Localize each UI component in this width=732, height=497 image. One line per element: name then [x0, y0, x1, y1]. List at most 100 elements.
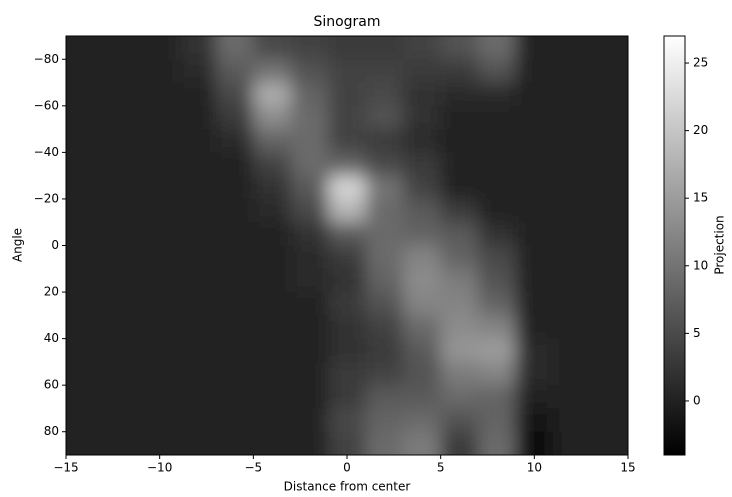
- heatmap-cell: [478, 385, 517, 409]
- heatmap-cell: [553, 408, 592, 433]
- heatmap-cell: [253, 36, 292, 60]
- heatmap-cell: [290, 315, 329, 340]
- heatmap-cell: [515, 431, 554, 455]
- heatmap-cell: [403, 105, 442, 130]
- y-axis-label: Angle: [11, 228, 25, 262]
- heatmap-cell: [215, 222, 254, 246]
- heatmap-cell: [553, 152, 592, 177]
- heatmap-cell: [103, 198, 142, 223]
- y-tick-label: 60: [44, 378, 59, 392]
- heatmap-cell: [515, 268, 554, 293]
- heatmap-cell: [365, 222, 404, 246]
- heatmap-cell: [365, 268, 404, 293]
- y-tick-label: 20: [44, 285, 59, 299]
- heatmap-cell: [215, 361, 254, 386]
- heatmap-cell: [103, 59, 142, 84]
- heatmap-cell: [140, 408, 179, 433]
- heatmap-cell: [66, 129, 104, 153]
- heatmap-cell: [253, 315, 292, 340]
- heatmap-cell: [215, 408, 254, 433]
- heatmap-cell: [403, 338, 442, 363]
- heatmap-cell: [478, 268, 517, 293]
- heatmap-cell: [178, 82, 217, 107]
- heatmap-cell: [590, 245, 628, 270]
- heatmap-cell: [178, 129, 217, 153]
- heatmap-cell: [553, 198, 592, 223]
- heatmap-cell: [590, 338, 628, 363]
- heatmap-cell: [140, 105, 179, 130]
- heatmap-cell: [365, 59, 404, 84]
- heatmap-cell: [178, 59, 217, 84]
- heatmap-cell: [403, 245, 442, 270]
- heatmap-cell: [328, 338, 367, 363]
- heatmap-cell: [215, 431, 254, 455]
- heatmap-cell: [290, 198, 329, 223]
- heatmap-cell: [515, 152, 554, 177]
- heatmap-cell: [478, 59, 517, 84]
- colorbar-tick-label: 20: [693, 123, 708, 137]
- y-tick-label: −60: [34, 98, 59, 112]
- heatmap-cell: [66, 222, 104, 246]
- heatmap-cell: [328, 222, 367, 246]
- heatmap-cell: [328, 198, 367, 223]
- heatmap-cell: [140, 245, 179, 270]
- heatmap-cell: [478, 338, 517, 363]
- heatmap-cell: [140, 59, 179, 84]
- heatmap-cell: [515, 129, 554, 153]
- heatmap-cell: [66, 292, 104, 316]
- heatmap-cell: [253, 245, 292, 270]
- heatmap-cell: [290, 292, 329, 316]
- heatmap-cell: [140, 175, 179, 200]
- heatmap-cell: [590, 292, 628, 316]
- heatmap-cell: [290, 59, 329, 84]
- heatmap-cell: [553, 105, 592, 130]
- heatmap-cell: [253, 105, 292, 130]
- heatmap-cell: [478, 198, 517, 223]
- heatmap-cell: [478, 129, 517, 153]
- heatmap-cell: [478, 105, 517, 130]
- heatmap-cell: [365, 82, 404, 107]
- heatmap-cell: [328, 59, 367, 84]
- heatmap-cell: [290, 152, 329, 177]
- x-tick-label: −15: [53, 461, 78, 475]
- heatmap-cell: [440, 292, 479, 316]
- heatmap-cell: [140, 152, 179, 177]
- x-tick-label: −5: [244, 461, 262, 475]
- heatmap-cell: [478, 82, 517, 107]
- heatmap-cell: [140, 338, 179, 363]
- colorbar: [663, 35, 686, 456]
- heatmap-cell: [478, 361, 517, 386]
- heatmap-cell: [403, 59, 442, 84]
- heatmap-cell: [590, 222, 628, 246]
- heatmap-cell: [440, 268, 479, 293]
- heatmap-cell: [590, 408, 628, 433]
- heatmap-cell: [66, 245, 104, 270]
- heatmap-cell: [290, 129, 329, 153]
- heatmap-cell: [478, 292, 517, 316]
- colorbar-tick-label: 25: [693, 56, 708, 70]
- heatmap-cell: [403, 361, 442, 386]
- heatmap-cell: [553, 175, 592, 200]
- heatmap-cell: [103, 361, 142, 386]
- heatmap-cell: [215, 82, 254, 107]
- heatmap-cell: [590, 315, 628, 340]
- heatmap-cell: [590, 431, 628, 455]
- heatmap-cell: [66, 105, 104, 130]
- x-tick-label: 10: [527, 461, 542, 475]
- heatmap-cell: [403, 82, 442, 107]
- heatmap-cell: [590, 82, 628, 107]
- heatmap-cell: [478, 36, 517, 60]
- heatmap-cell: [553, 59, 592, 84]
- heatmap-cell: [103, 268, 142, 293]
- heatmap-cell: [440, 152, 479, 177]
- heatmap-cell: [328, 431, 367, 455]
- heatmap-cell: [478, 222, 517, 246]
- heatmap-cell: [66, 152, 104, 177]
- heatmap-cell: [178, 385, 217, 409]
- heatmap-cell: [328, 408, 367, 433]
- heatmap-cell: [215, 198, 254, 223]
- heatmap-cell: [328, 36, 367, 60]
- heatmap-cell: [103, 315, 142, 340]
- heatmap-cell: [440, 129, 479, 153]
- heatmap-cell: [553, 245, 592, 270]
